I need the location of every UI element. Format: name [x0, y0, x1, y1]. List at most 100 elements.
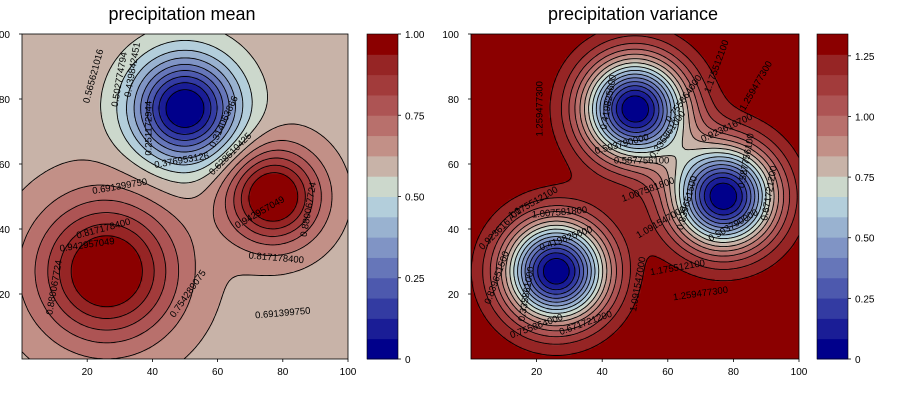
colorbar-swatch — [817, 196, 848, 218]
colorbar-tick-label: 0 — [405, 355, 411, 366]
y-tick-label: 40 — [448, 225, 460, 236]
panel-title-variance: precipitation variance — [548, 4, 718, 24]
colorbar-swatch — [367, 257, 398, 279]
y-tick-label: 100 — [442, 30, 459, 41]
colorbar: 0 0.25 0.50 0.75 1.00 — [366, 30, 425, 366]
contour-line — [22, 123, 348, 359]
plot-frame — [470, 33, 800, 360]
plot-frame — [21, 33, 349, 360]
colorbar-swatch — [817, 277, 848, 299]
contour-line — [126, 49, 244, 166]
contour-line — [520, 73, 759, 307]
colorbar-tick-label: 0.75 — [405, 111, 425, 122]
y-tick-label: 60 — [448, 160, 460, 171]
y-tick-label: 80 — [0, 95, 10, 106]
colorbar-swatch — [367, 155, 398, 177]
contour-line — [152, 76, 218, 141]
contour-label: 0.587756100 — [614, 155, 669, 166]
colorbar-swatch — [367, 115, 398, 137]
contour-line — [22, 140, 333, 359]
y-tick-label: 80 — [448, 95, 460, 106]
colorbar: 0 0.25 0.50 0.75 1.00 1.25 — [816, 33, 875, 366]
contour-line — [517, 69, 763, 311]
colorbar-swatch — [817, 298, 848, 319]
chart-precipitation-mean: 0.565621016 0.5027747940.4398424510.25117… — [0, 30, 425, 378]
colorbar-swatch — [817, 237, 848, 258]
colorbar-swatch — [817, 54, 848, 76]
colorbar-swatch — [367, 74, 398, 96]
x-tick-label: 60 — [662, 367, 674, 378]
y-tick-label: 60 — [0, 160, 10, 171]
colorbar-tick-label: 0.75 — [855, 173, 875, 184]
colorbar-swatch — [367, 338, 398, 360]
colorbar-swatch — [817, 338, 848, 360]
colorbar-swatch — [817, 34, 848, 55]
contour-line — [133, 57, 236, 159]
colorbar-swatch — [367, 34, 398, 55]
x-tick-label: 40 — [147, 367, 159, 378]
colorbar-swatch — [367, 54, 398, 76]
colorbar-swatch — [817, 94, 848, 116]
contour-line — [524, 77, 756, 303]
y-tick-label: 40 — [0, 225, 10, 236]
contour-line — [495, 48, 785, 332]
colorbar-swatch — [367, 298, 398, 319]
panel-title-mean: precipitation mean — [108, 4, 255, 24]
contour-line — [140, 63, 230, 153]
contour-line — [116, 39, 253, 174]
colorbar-swatch — [817, 135, 848, 157]
contour-line — [542, 95, 738, 285]
colorbar-tick-label: 0.50 — [855, 234, 875, 245]
y-tick-label: 20 — [0, 290, 10, 301]
colorbar-tick-label: 0 — [855, 355, 861, 366]
contour-line — [70, 172, 299, 308]
colorbar-swatch — [817, 115, 848, 137]
contour-label: 0.817178400 — [248, 250, 304, 266]
colorbar-tick-label: 1.25 — [855, 52, 875, 63]
x-tick-label: 20 — [531, 367, 543, 378]
heatmap-field — [22, 34, 348, 359]
contour-lines — [471, 34, 799, 356]
contour-line — [500, 53, 780, 327]
contour-line — [471, 34, 799, 356]
y-tick-label: 20 — [448, 290, 460, 301]
y-tick-label: 100 — [0, 30, 10, 41]
x-tick-label: 40 — [597, 367, 609, 378]
colorbar-swatch — [817, 216, 848, 238]
contour-line — [505, 58, 775, 322]
contour-line — [58, 164, 306, 319]
contour-line — [158, 82, 212, 135]
contour-label: 0.691399750 — [255, 306, 311, 322]
contour-label: 0.251172944 — [144, 101, 155, 156]
colorbar-swatch — [367, 94, 398, 116]
x-tick-label: 100 — [791, 367, 808, 378]
contour-label: 1.259477300 — [534, 81, 545, 136]
colorbar-swatch — [367, 237, 398, 258]
contour-line — [489, 42, 791, 338]
contour-line — [146, 70, 224, 147]
colorbar-swatch — [367, 318, 398, 340]
x-tick-label: 20 — [82, 367, 94, 378]
colorbar-swatch — [817, 318, 848, 340]
colorbar-swatch — [817, 257, 848, 279]
colorbar-swatch — [367, 277, 398, 299]
colorbar-swatch — [367, 176, 398, 197]
colorbar-swatch — [367, 196, 398, 218]
colorbar-swatch — [817, 155, 848, 177]
colorbar-tick-label: 1.00 — [405, 30, 425, 41]
contour-line — [47, 157, 314, 331]
heatmap-field — [471, 34, 799, 359]
colorbar-tick-label: 0.25 — [855, 294, 875, 305]
contour-line — [537, 89, 743, 291]
x-tick-label: 60 — [212, 367, 224, 378]
contour-line — [34, 149, 322, 344]
contour-line — [482, 35, 798, 345]
colorbar-swatch — [367, 135, 398, 157]
colorbar-tick-label: 1.00 — [855, 112, 875, 123]
contour-label: 1.007581800 — [531, 205, 587, 221]
contour-line — [532, 85, 748, 295]
x-tick-label: 80 — [277, 367, 289, 378]
contour-line — [528, 81, 752, 299]
